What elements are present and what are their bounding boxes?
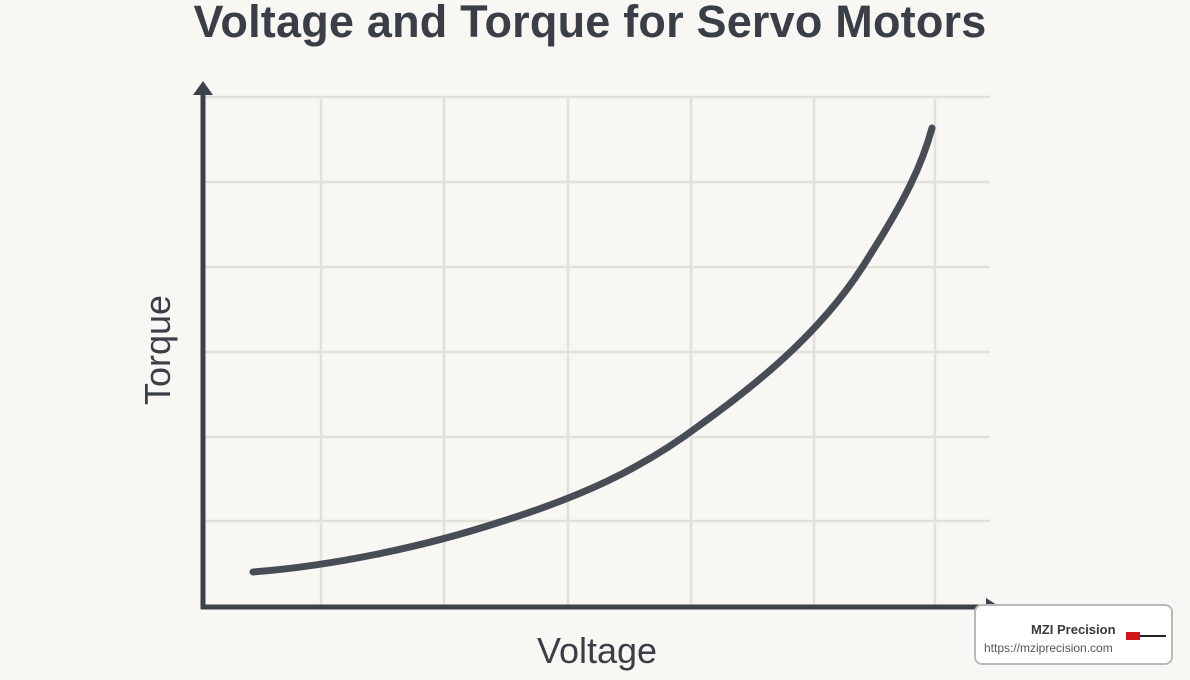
axes — [193, 81, 1000, 612]
mzi-logo-icon — [1126, 631, 1166, 640]
x-axis-label: Voltage — [536, 630, 658, 671]
badge-name: MZI Precision — [1031, 622, 1116, 637]
torque-curve — [249, 124, 936, 576]
badge-url[interactable]: https://mziprecision.com — [984, 641, 1113, 655]
grid-lines — [205, 95, 990, 605]
chart-title: Voltage and Torque for Servo Motors — [193, 0, 987, 47]
y-axis-arrow-icon — [193, 81, 213, 95]
watermark-badge[interactable]: MZI Precision https://mziprecision.com — [974, 604, 1173, 665]
y-axis-label: Torque — [137, 294, 178, 406]
